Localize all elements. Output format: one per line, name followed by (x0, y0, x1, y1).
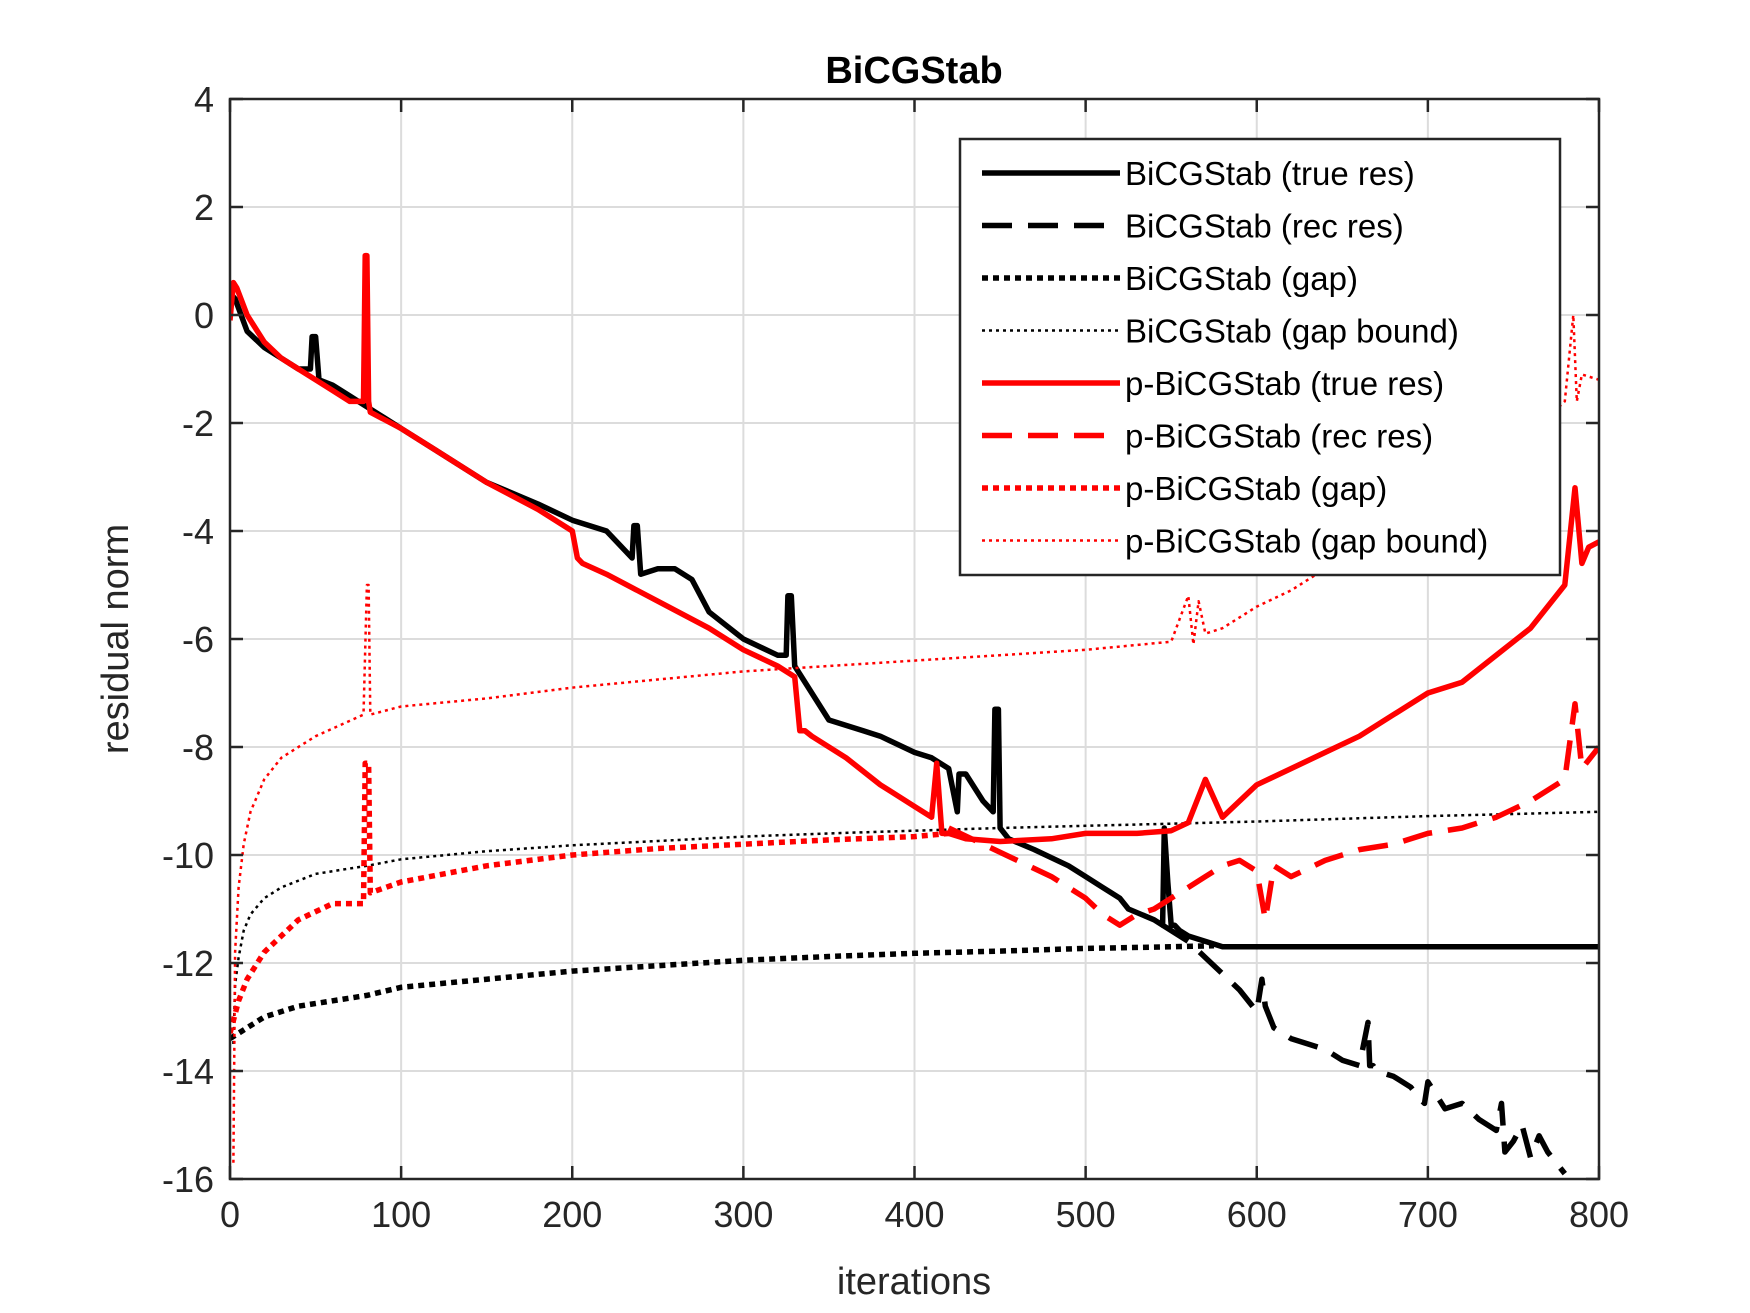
x-tick-label: 100 (371, 1194, 431, 1235)
y-tick-label: -2 (182, 403, 214, 444)
legend-entry: BiCGStab (rec res) (1125, 208, 1404, 245)
y-tick-label: -12 (162, 943, 214, 984)
x-tick-label: 200 (542, 1194, 602, 1235)
x-tick-label: 0 (220, 1194, 240, 1235)
y-tick-label: 4 (194, 79, 214, 120)
x-tick-label: 500 (1056, 1194, 1116, 1235)
legend-entry: p-BiCGStab (gap) (1125, 470, 1387, 507)
legend-entry: BiCGStab (gap) (1125, 260, 1358, 297)
x-tick-label: 600 (1227, 1194, 1287, 1235)
legend-entry: p-BiCGStab (true res) (1125, 365, 1444, 402)
series-line-p-bicgstab-true-res (230, 252, 1599, 845)
series-line-bicgstab-gap (230, 942, 1215, 1041)
series-line-p-bicgstab-gap-bound (232, 313, 1599, 1163)
x-axis-label: iterations (837, 1261, 991, 1303)
legend-box (958, 137, 1562, 577)
x-tick-label: 800 (1569, 1194, 1629, 1235)
chart-title: BiCGStab (825, 50, 1002, 92)
y-tick-label: -8 (182, 727, 214, 768)
y-tick-label: -16 (162, 1159, 214, 1200)
y-tick-label: -10 (162, 835, 214, 876)
x-tick-label: 700 (1398, 1194, 1458, 1235)
ticks: 0 100 200 300 400 500 600 700 800 4 2 0 -2 -4 -6 -8 -10 -… (162, 79, 1629, 1235)
x-tick-label: 300 (713, 1194, 773, 1235)
series-line-p-bicgstab-gap (230, 760, 949, 1034)
legend-entry: p-BiCGStab (rec res) (1125, 418, 1433, 455)
y-tick-label: 0 (194, 295, 214, 336)
legend-entry: BiCGStab (gap bound) (1125, 313, 1459, 350)
series-line-bicgstab-gap-bound (232, 810, 1599, 1045)
legend-entry: BiCGStab (true res) (1125, 155, 1415, 192)
series-line-p-bicgstab-rec-res (947, 701, 1599, 928)
x-tick-label: 400 (884, 1194, 944, 1235)
y-tick-label: -14 (162, 1051, 214, 1092)
y-tick-label: -6 (182, 619, 214, 660)
legend: BiCGStab (true res) BiCGStab (rec res) BiC… (958, 137, 1562, 577)
legend-entry: p-BiCGStab (gap bound) (1125, 523, 1488, 560)
y-axis-label: residual norm (95, 524, 137, 754)
series-line-bicgstab-rec-res (1161, 922, 1567, 1176)
series-layer (230, 252, 1599, 1176)
y-tick-label: 2 (194, 187, 214, 228)
y-tick-label: -4 (182, 511, 214, 552)
